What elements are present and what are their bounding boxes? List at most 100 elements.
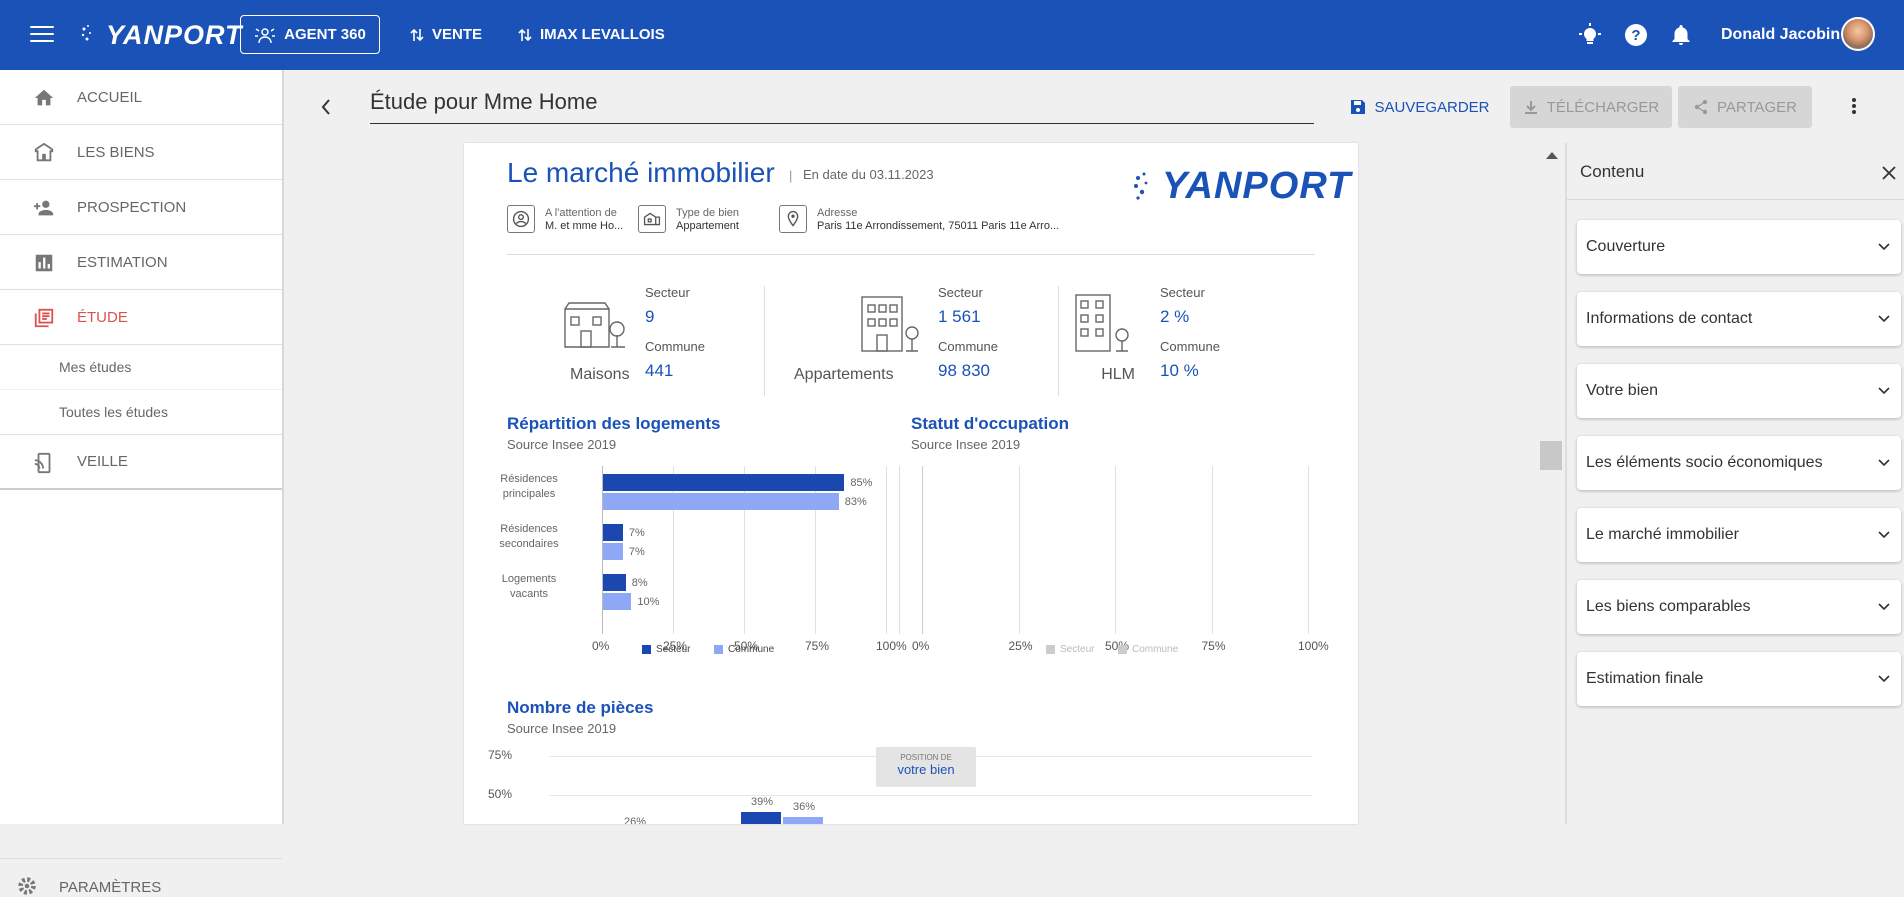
stat-appartements: Appartements Secteur 1 561 Commune 98 83… [794, 285, 1044, 395]
bar-chart-icon [35, 254, 53, 272]
study-title-input[interactable]: Étude pour Mme Home [370, 86, 1314, 124]
chevron-down-icon [1878, 459, 1890, 467]
save-button[interactable]: SAUVEGARDER [1350, 86, 1490, 128]
stat-secteur-value: 2 % [1160, 307, 1190, 326]
stat-secteur-value: 9 [645, 307, 655, 326]
pieces-value-label: 22% [934, 823, 956, 824]
pieces-source: Source Insee 2019 [507, 721, 617, 736]
accordion-votre-bien[interactable]: Votre bien [1577, 364, 1901, 418]
accordion-les-biens-comparables[interactable]: Les biens comparables [1577, 580, 1901, 634]
pieces-value-label: 22% [586, 823, 608, 824]
chevron-down-icon [1878, 603, 1890, 611]
scroll-thumb[interactable] [1540, 441, 1562, 470]
accordion-les-l-ments-socio-conomiques[interactable]: Les éléments socio économiques [1577, 436, 1901, 490]
sidebar-item-label: ESTIMATION [77, 253, 168, 271]
bar-value-label: 83% [844, 496, 867, 508]
accordion-estimation-finale[interactable]: Estimation finale [1577, 652, 1901, 706]
sidebar-item-estimation[interactable]: ESTIMATION [0, 235, 282, 290]
sidebar-item-parametres[interactable]: PARAMÈTRES [0, 858, 282, 896]
pieces-value-label: 22% [884, 823, 906, 824]
chevron-down-icon [1878, 315, 1890, 323]
user-name[interactable]: Donald Jacobin [1721, 26, 1841, 43]
notifications-icon[interactable] [1668, 22, 1694, 48]
legend-swatch [1046, 645, 1055, 654]
cast-icon [34, 452, 51, 474]
more-options-icon[interactable] [1852, 98, 1856, 114]
chart-gridline [549, 795, 1312, 796]
doc-divider [507, 254, 1315, 255]
legend-label: Commune [1132, 644, 1179, 655]
category-label: Logements vacants [484, 572, 574, 602]
sidebar-subitem-mes-etudes[interactable]: Mes études [0, 345, 282, 390]
category-label-line: secondaires [499, 538, 559, 550]
top-bar: YANPORT AGENT 360 VENTE IMAX LEVALLOIS ?… [0, 0, 1904, 70]
info-attention: A l'attention de M. et mme Ho... [507, 205, 637, 235]
accordion-label: Les biens comparables [1586, 598, 1751, 615]
x-tick-label: 50% [734, 639, 759, 653]
chart-gridline [1115, 466, 1116, 634]
tooltip-text: votre bien [897, 762, 955, 777]
sidebar-item-etude[interactable]: ÉTUDE [0, 290, 282, 345]
accordion-informations-de-contact[interactable]: Informations de contact [1577, 292, 1901, 346]
stat-name: Maisons [570, 366, 630, 383]
chevron-down-icon [1878, 387, 1890, 395]
legend-secteur: Secteur [642, 644, 690, 655]
scroll-up-icon[interactable] [1546, 152, 1558, 159]
study-document: Le marché immobilier | En date du 03.11.… [464, 143, 1358, 824]
x-tick-label: 75% [1201, 639, 1226, 653]
accordion-label: Couverture [1586, 238, 1666, 255]
stat-divider [764, 286, 765, 396]
sidebar-item-accueil[interactable]: ACCUEIL [0, 70, 282, 125]
menu-icon[interactable] [30, 26, 54, 44]
close-icon[interactable] [1881, 165, 1897, 181]
bar-commune [603, 543, 623, 560]
chart-gridline [1018, 466, 1020, 634]
agent-360-button[interactable]: AGENT 360 [240, 15, 380, 54]
category-label-line: Résidences [500, 523, 558, 535]
nav-imax-levallois[interactable]: IMAX LEVALLOIS [518, 26, 665, 43]
library-icon [34, 308, 54, 328]
gear-icon [18, 877, 36, 895]
stat-name: Appartements [794, 366, 894, 383]
lightbulb-icon[interactable] [1577, 22, 1603, 48]
avatar[interactable] [1841, 17, 1875, 51]
share-button[interactable]: PARTAGER [1678, 86, 1812, 128]
stat-commune-label: Commune [1160, 339, 1220, 354]
legend-label: Commune [728, 644, 775, 655]
nav-vente[interactable]: VENTE [410, 26, 482, 43]
home-icon [34, 89, 54, 106]
swap-icon [518, 28, 532, 41]
accordion-le-march-immobilier[interactable]: Le marché immobilier [1577, 508, 1901, 562]
sidebar-subitem-toutes-etudes[interactable]: Toutes les études [0, 390, 282, 435]
download-button[interactable]: TÉLÉCHARGER [1510, 86, 1672, 128]
download-icon [1524, 101, 1537, 114]
category-label-line: Résidences [500, 473, 558, 485]
stat-secteur-label: Secteur [938, 285, 983, 300]
sidebar-item-prospection[interactable]: PROSPECTION [0, 180, 282, 235]
share-label: PARTAGER [1716, 98, 1798, 116]
accordion-label: Votre bien [1586, 382, 1659, 399]
x-tick-label: 0% [592, 639, 610, 653]
accordion-label: Estimation finale [1586, 670, 1704, 687]
tooltip-caption: POSITION DE [900, 753, 952, 762]
stat-secteur-label: Secteur [1160, 285, 1205, 300]
sidebar-item-veille[interactable]: VEILLE [0, 435, 282, 490]
x-tick-label: 0% [912, 639, 930, 653]
back-chevron-icon[interactable] [320, 97, 332, 117]
accordion-couverture[interactable]: Couverture [1577, 220, 1901, 274]
brand-logo[interactable]: YANPORT [80, 20, 243, 50]
chevron-down-icon [1878, 675, 1890, 683]
doc-title: Le marché immobilier [507, 157, 775, 188]
statut-source: Source Insee 2019 [911, 437, 1021, 452]
bar-secteur [603, 474, 845, 491]
category-label-line: principales [502, 488, 556, 500]
sidebar-item-les-biens[interactable]: LES BIENS [0, 125, 282, 180]
pieces-value-label: 26% [624, 816, 647, 824]
stat-commune-label: Commune [938, 339, 998, 354]
chart-gridline [886, 466, 887, 634]
document-scrollbar[interactable] [1538, 143, 1566, 824]
bar-value-label: 7% [628, 527, 645, 539]
nav-vente-label: VENTE [432, 26, 483, 43]
help-icon[interactable]: ? [1623, 22, 1649, 48]
info-attention-label: A l'attention de [545, 207, 617, 219]
